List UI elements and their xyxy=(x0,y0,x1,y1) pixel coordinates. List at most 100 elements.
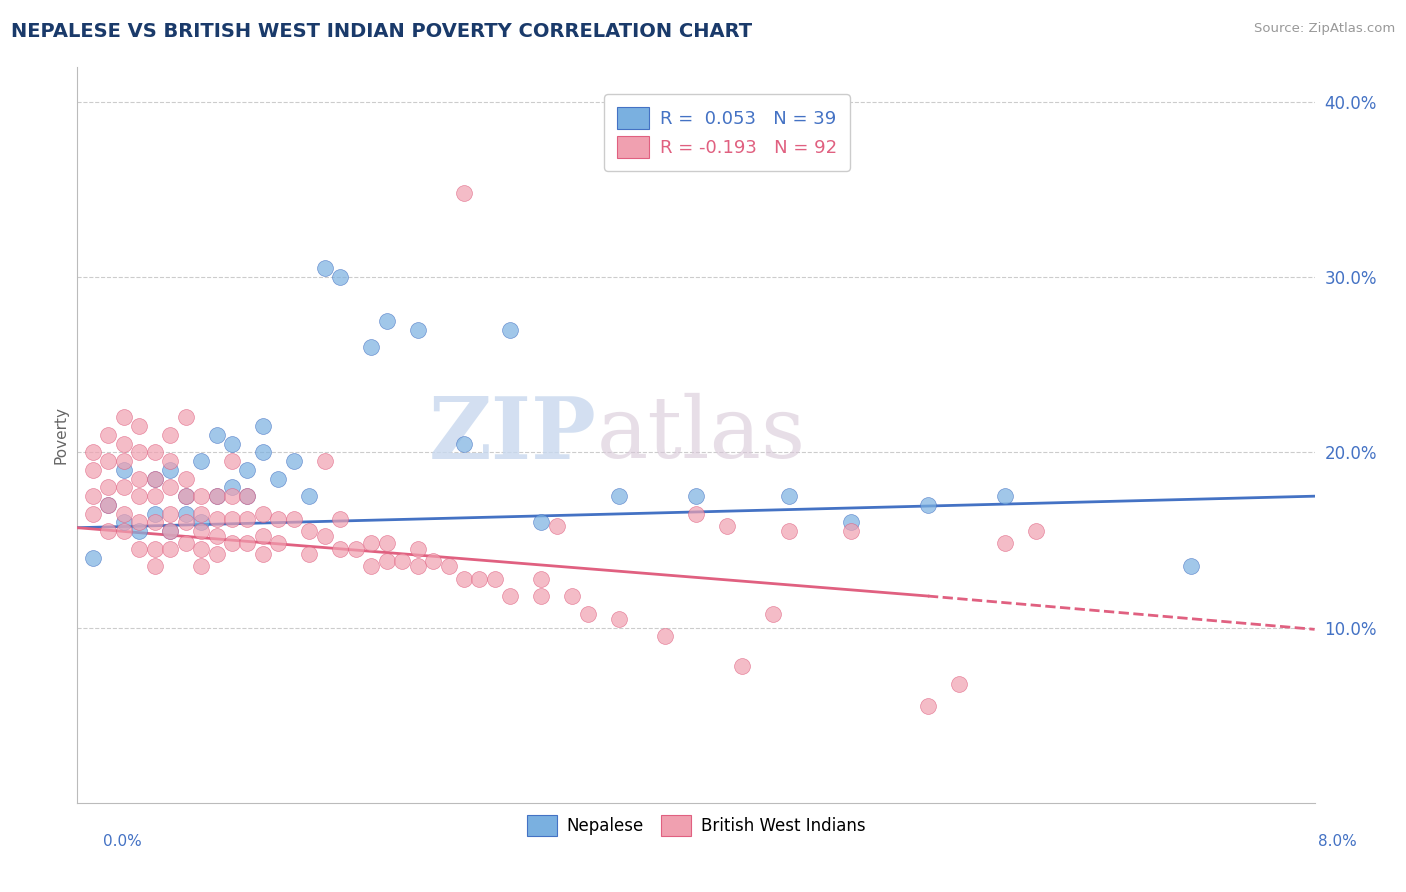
Point xyxy=(839,516,862,530)
Point xyxy=(112,507,135,521)
Point xyxy=(112,463,135,477)
Point xyxy=(174,472,197,486)
Point xyxy=(375,536,398,550)
Point xyxy=(329,270,352,285)
Point xyxy=(82,507,104,521)
Point xyxy=(453,186,475,200)
Point xyxy=(112,480,135,494)
Point xyxy=(236,489,259,503)
Point xyxy=(422,554,444,568)
Point xyxy=(143,445,166,459)
Point xyxy=(685,507,707,521)
Point xyxy=(190,507,212,521)
Point xyxy=(128,489,150,503)
Point xyxy=(329,541,352,556)
Point xyxy=(499,323,522,337)
Point xyxy=(128,516,150,530)
Point xyxy=(453,436,475,450)
Point xyxy=(174,516,197,530)
Point xyxy=(112,436,135,450)
Point xyxy=(112,410,135,425)
Point xyxy=(112,454,135,468)
Point xyxy=(143,541,166,556)
Point xyxy=(267,512,290,526)
Point xyxy=(1025,524,1047,539)
Point xyxy=(174,507,197,521)
Point xyxy=(159,541,181,556)
Point xyxy=(314,529,336,543)
Point xyxy=(762,607,785,621)
Point xyxy=(128,419,150,434)
Point xyxy=(530,516,553,530)
Point xyxy=(97,480,120,494)
Point xyxy=(839,524,862,539)
Point xyxy=(654,629,676,643)
Point xyxy=(406,541,429,556)
Point xyxy=(344,541,367,556)
Point xyxy=(236,463,259,477)
Point xyxy=(561,589,583,603)
Point xyxy=(205,529,228,543)
Point xyxy=(82,489,104,503)
Point xyxy=(174,410,197,425)
Point xyxy=(82,463,104,477)
Point xyxy=(716,519,738,533)
Point xyxy=(917,699,939,714)
Point xyxy=(314,454,336,468)
Point xyxy=(221,489,243,503)
Legend: Nepalese, British West Indians: Nepalese, British West Indians xyxy=(520,809,872,842)
Point xyxy=(82,445,104,459)
Point xyxy=(143,507,166,521)
Point xyxy=(360,536,382,550)
Point xyxy=(82,550,104,565)
Point xyxy=(576,607,599,621)
Point xyxy=(190,541,212,556)
Point xyxy=(159,463,181,477)
Point xyxy=(221,480,243,494)
Point xyxy=(406,559,429,574)
Point xyxy=(143,559,166,574)
Point xyxy=(190,516,212,530)
Point xyxy=(143,472,166,486)
Point xyxy=(298,489,321,503)
Point xyxy=(252,419,274,434)
Point xyxy=(205,489,228,503)
Text: ZIP: ZIP xyxy=(429,392,598,477)
Point xyxy=(546,519,568,533)
Point xyxy=(468,572,491,586)
Point xyxy=(267,536,290,550)
Point xyxy=(778,524,800,539)
Point xyxy=(252,547,274,561)
Text: atlas: atlas xyxy=(598,393,806,476)
Point xyxy=(128,524,150,539)
Y-axis label: Poverty: Poverty xyxy=(53,406,69,464)
Text: NEPALESE VS BRITISH WEST INDIAN POVERTY CORRELATION CHART: NEPALESE VS BRITISH WEST INDIAN POVERTY … xyxy=(11,22,752,41)
Point xyxy=(329,512,352,526)
Point xyxy=(685,489,707,503)
Point xyxy=(267,472,290,486)
Point xyxy=(97,498,120,512)
Point xyxy=(159,454,181,468)
Point xyxy=(190,454,212,468)
Point xyxy=(205,547,228,561)
Point xyxy=(530,589,553,603)
Point xyxy=(778,489,800,503)
Point xyxy=(994,536,1017,550)
Point xyxy=(406,323,429,337)
Point xyxy=(97,454,120,468)
Point xyxy=(530,572,553,586)
Point xyxy=(205,489,228,503)
Point xyxy=(221,536,243,550)
Point xyxy=(375,554,398,568)
Point xyxy=(437,559,460,574)
Point xyxy=(174,489,197,503)
Point xyxy=(391,554,413,568)
Point xyxy=(143,516,166,530)
Point xyxy=(252,507,274,521)
Point xyxy=(159,507,181,521)
Point xyxy=(159,480,181,494)
Point xyxy=(375,314,398,328)
Point xyxy=(236,536,259,550)
Point xyxy=(159,524,181,539)
Point xyxy=(205,512,228,526)
